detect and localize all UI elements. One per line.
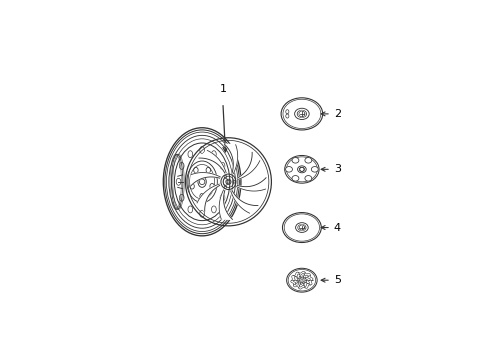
Text: 3: 3 <box>333 164 340 174</box>
Polygon shape <box>299 225 304 230</box>
Ellipse shape <box>285 167 292 172</box>
Ellipse shape <box>305 176 311 181</box>
Polygon shape <box>199 150 226 173</box>
Text: 5: 5 <box>333 275 340 285</box>
Polygon shape <box>298 111 304 117</box>
Polygon shape <box>230 190 257 213</box>
Ellipse shape <box>311 167 318 172</box>
Polygon shape <box>236 178 265 191</box>
Polygon shape <box>237 152 259 180</box>
Polygon shape <box>224 144 237 174</box>
Ellipse shape <box>305 158 311 163</box>
Ellipse shape <box>291 176 298 181</box>
Polygon shape <box>190 172 220 186</box>
Ellipse shape <box>291 158 298 163</box>
Polygon shape <box>197 184 219 211</box>
Text: 4: 4 <box>333 222 340 233</box>
Text: 1: 1 <box>219 85 226 94</box>
Text: 2: 2 <box>333 109 340 119</box>
Polygon shape <box>219 190 232 219</box>
